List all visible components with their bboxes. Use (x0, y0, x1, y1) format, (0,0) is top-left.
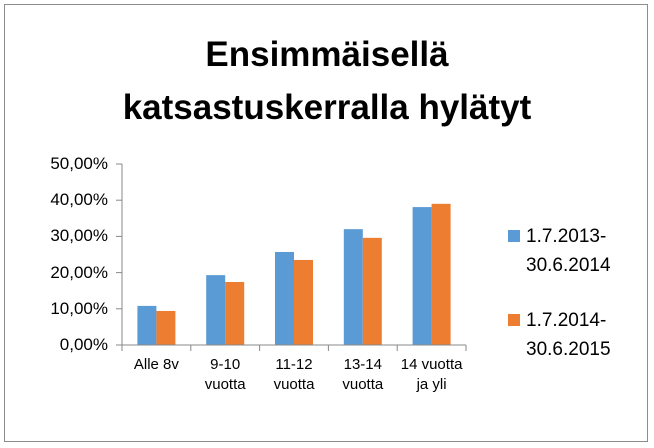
y-tick-label: 30,00% (50, 226, 108, 246)
y-tick-label: 50,00% (50, 154, 108, 173)
y-tick-label: 40,00% (50, 190, 108, 210)
bar (343, 229, 363, 345)
bar (137, 305, 157, 345)
x-tick-label: 11-12 vuotta (273, 356, 315, 393)
chart-frame (4, 4, 648, 442)
bar (362, 237, 382, 345)
chart-title: Ensimmäisellä katsastuskerralla hylätyt (122, 35, 532, 127)
x-tick-label: 13-14 vuotta (342, 356, 384, 393)
y-tick-label: 10,00% (50, 298, 108, 318)
legend-label: 1.7.2013-30.6.2014 (526, 226, 611, 276)
bar (275, 251, 294, 345)
legend-swatch (508, 314, 520, 326)
bar (431, 203, 451, 345)
legend-label: 1.7.2014-30.6.2015 (526, 310, 611, 360)
bar (206, 275, 226, 345)
bar (156, 310, 176, 345)
bar (412, 207, 432, 345)
bar (225, 282, 245, 345)
x-tick-label: 9-10 vuotta (204, 356, 246, 393)
x-tick-label: 14 vuotta ja yli (400, 356, 463, 393)
bar (294, 259, 313, 345)
y-tick-label: 20,00% (50, 262, 108, 282)
y-tick-label: 0,00% (59, 335, 108, 354)
x-tick-label: Alle 8v (133, 356, 179, 373)
legend-swatch (508, 230, 520, 242)
